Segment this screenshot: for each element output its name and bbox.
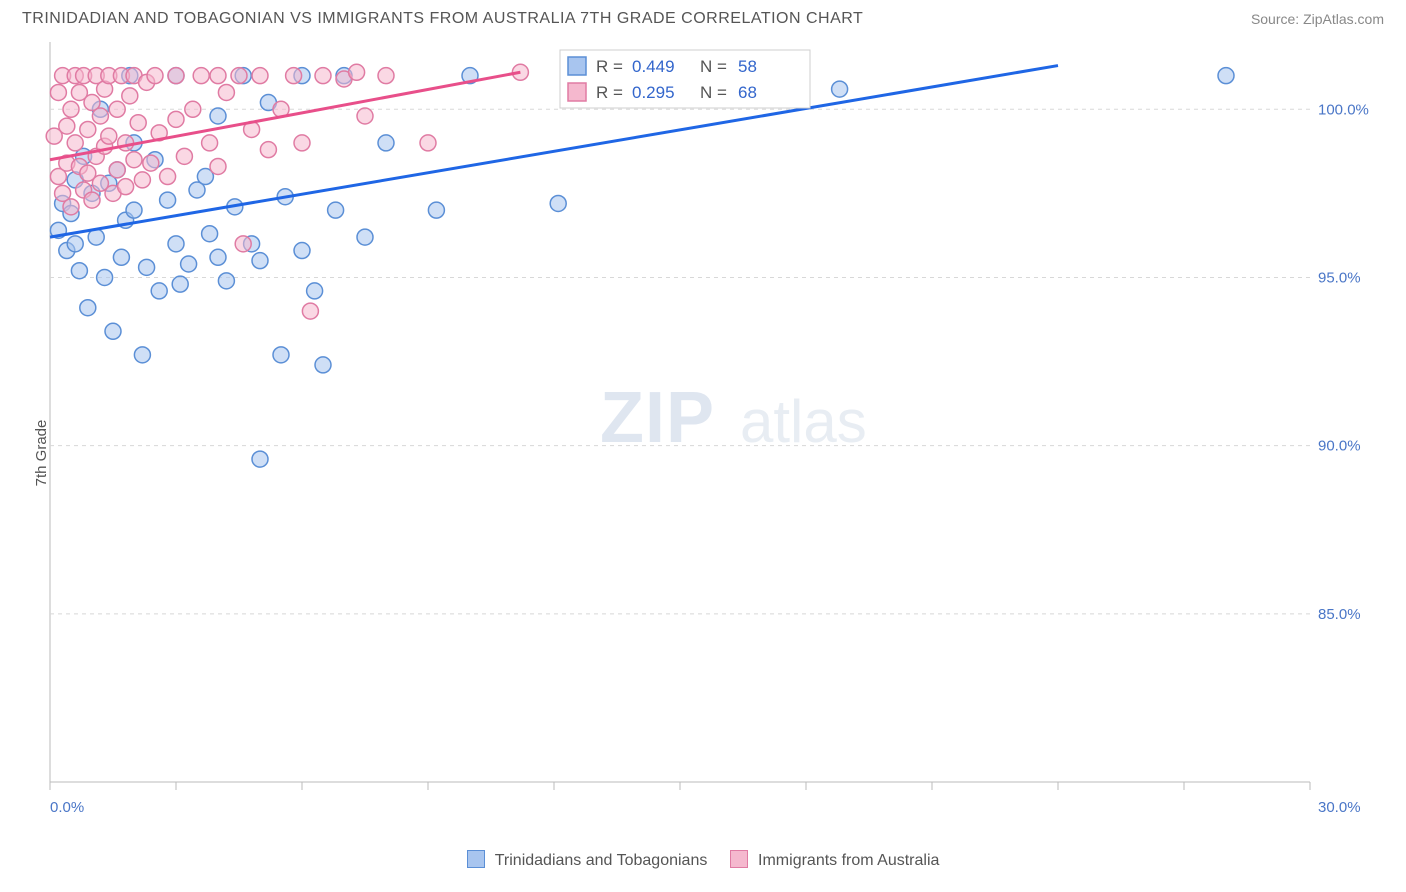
svg-text:atlas: atlas (740, 388, 867, 455)
svg-text:100.0%: 100.0% (1318, 101, 1369, 118)
svg-text:0.449: 0.449 (632, 57, 675, 76)
legend-swatch-series-b (730, 850, 748, 868)
legend-label-series-a: Trinidadians and Tobagonians (495, 852, 708, 869)
svg-text:85.0%: 85.0% (1318, 606, 1361, 623)
svg-text:N =: N = (700, 57, 727, 76)
legend-swatch-series-a (467, 850, 485, 868)
chart-container: 7th Grade 85.0%90.0%95.0%100.0%0.0%30.0%… (0, 32, 1406, 874)
svg-text:90.0%: 90.0% (1318, 438, 1361, 455)
bottom-legend: Trinidadians and Tobagonians Immigrants … (0, 850, 1406, 870)
svg-text:30.0%: 30.0% (1318, 799, 1361, 816)
svg-text:N =: N = (700, 83, 727, 102)
legend-label-series-b: Immigrants from Australia (758, 852, 939, 869)
source-label: Source: ZipAtlas.com (1251, 11, 1384, 27)
svg-text:0.0%: 0.0% (50, 799, 84, 816)
svg-text:R =: R = (596, 83, 623, 102)
chart-header: TRINIDADIAN AND TOBAGONIAN VS IMMIGRANTS… (0, 0, 1406, 32)
scatter-chart: 85.0% 90.0% 95.0% 100.0% 0.0% 30.0% ZIP atlas R … (40, 32, 1390, 832)
svg-text:0.295: 0.295 (632, 83, 675, 102)
svg-text:R =: R = (596, 57, 623, 76)
svg-text:ZIP: ZIP (600, 378, 715, 458)
svg-text:58: 58 (738, 57, 757, 76)
svg-text:68: 68 (738, 83, 757, 102)
chart-title: TRINIDADIAN AND TOBAGONIAN VS IMMIGRANTS… (22, 10, 863, 28)
svg-text:95.0%: 95.0% (1318, 269, 1361, 286)
